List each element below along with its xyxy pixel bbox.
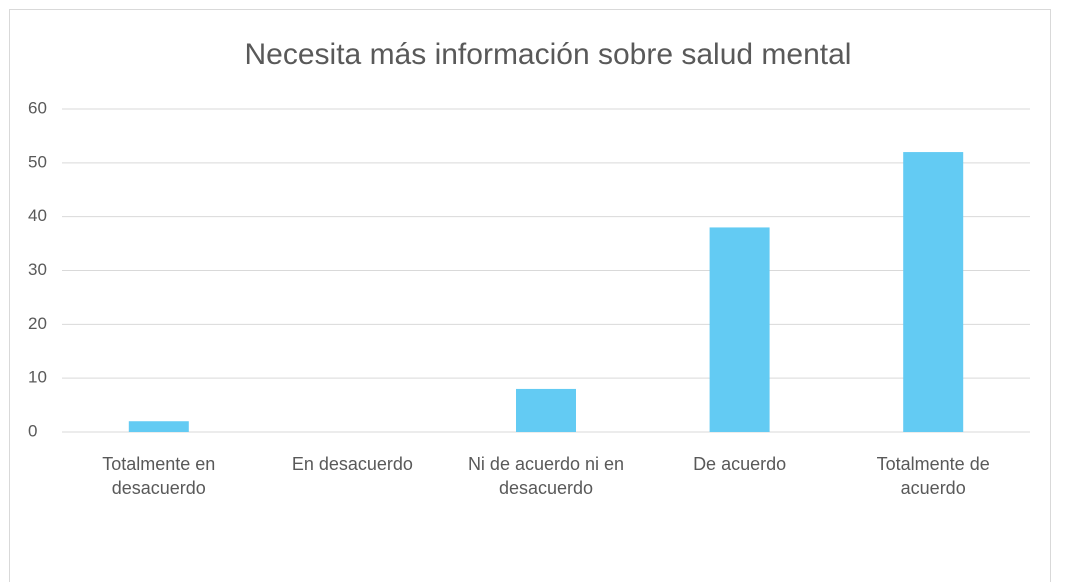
bar [709, 227, 770, 432]
y-tick-label: 50 [28, 152, 47, 171]
chart-border [9, 9, 1051, 582]
x-tick-label: De acuerdo [693, 454, 787, 474]
y-tick-label: 20 [28, 314, 47, 333]
y-tick-label: 10 [28, 368, 47, 387]
bar [128, 421, 189, 432]
chart-title: Necesita más información sobre salud men… [245, 38, 852, 71]
x-tick-label: Totalmente de acuerdo [876, 454, 990, 498]
x-tick-label: Ni de acuerdo ni en desacuerdo [467, 454, 625, 498]
y-tick-label: 30 [28, 260, 47, 279]
x-tick-label: Totalmente en desacuerdo [102, 454, 216, 498]
x-tick-label: En desacuerdo [291, 454, 413, 474]
bar [516, 388, 576, 432]
y-tick-label: 60 [28, 98, 47, 117]
bar [903, 152, 964, 433]
y-tick-label: 0 [28, 421, 37, 440]
y-tick-label: 40 [28, 206, 47, 225]
